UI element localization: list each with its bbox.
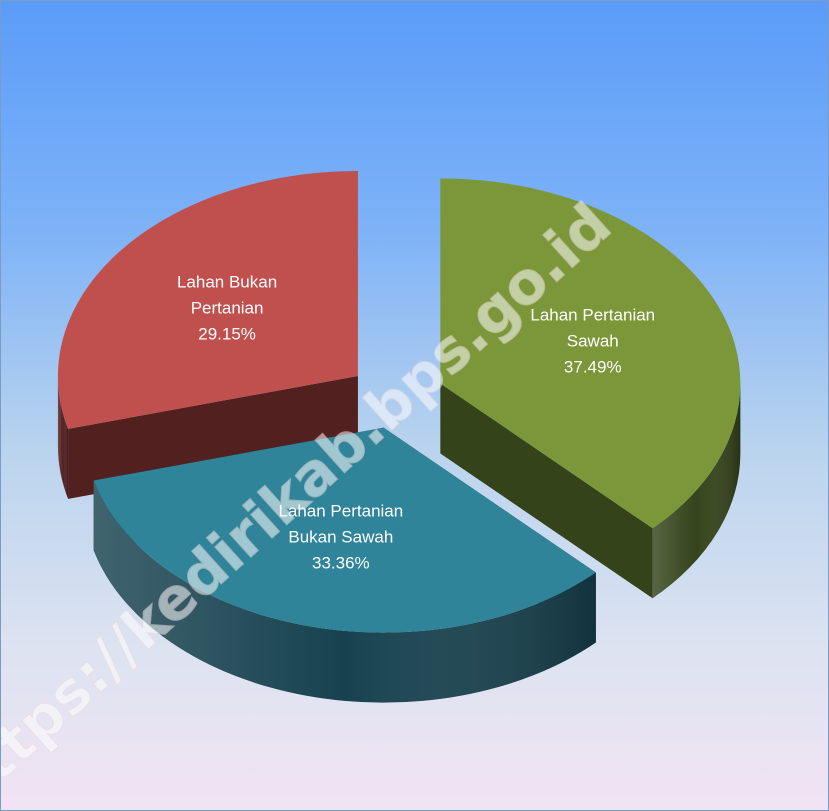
- data-label-line: Bukan Sawah: [288, 528, 393, 547]
- pie-slice-lahan-pertanian-sawah: [440, 178, 741, 599]
- pie-slice-top: [57, 171, 358, 429]
- pie-slice-top: [93, 427, 596, 633]
- data-label-line: Lahan Bukan: [177, 272, 277, 291]
- data-label-line: 37.49%: [564, 357, 622, 376]
- pie-slice-outer-wall-shade: [652, 383, 741, 599]
- data-label-line: Sawah: [567, 331, 619, 350]
- data-label-line: 33.36%: [312, 554, 370, 573]
- data-label-lahan-pertanian-bukan-sawah: Lahan Pertanian Bukan Sawah 33.36%: [278, 502, 403, 573]
- pie-slice-lahan-pertanian-bukan-sawah: [93, 427, 596, 703]
- data-label-line: Pertanian: [191, 298, 264, 317]
- pie-slice-outer-wall-shade: [93, 480, 596, 703]
- data-label-lahan-pertanian-sawah: Lahan Pertanian Sawah 37.49%: [530, 305, 655, 376]
- pie-slice-side-wall: [440, 383, 653, 599]
- pie-slice-top: [440, 178, 741, 529]
- pie-slice-side-wall: [68, 376, 358, 499]
- pie-slice-lahan-bukan-pertanian: [57, 171, 358, 499]
- data-label-line: Lahan Pertanian: [530, 305, 655, 324]
- data-label-line: Lahan Pertanian: [278, 502, 403, 521]
- data-label-lahan-bukan-pertanian: Lahan Bukan Pertanian 29.15%: [177, 272, 277, 343]
- data-label-line: 29.15%: [198, 324, 256, 343]
- pie-slice-outer-wall-shade: [57, 376, 69, 499]
